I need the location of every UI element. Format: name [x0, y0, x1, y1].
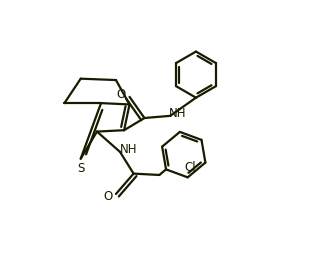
Text: NH: NH — [169, 107, 186, 120]
Text: Cl: Cl — [185, 161, 196, 174]
Text: NH: NH — [120, 143, 138, 156]
Text: O: O — [103, 190, 112, 203]
Text: S: S — [77, 162, 84, 175]
Text: O: O — [116, 88, 125, 101]
